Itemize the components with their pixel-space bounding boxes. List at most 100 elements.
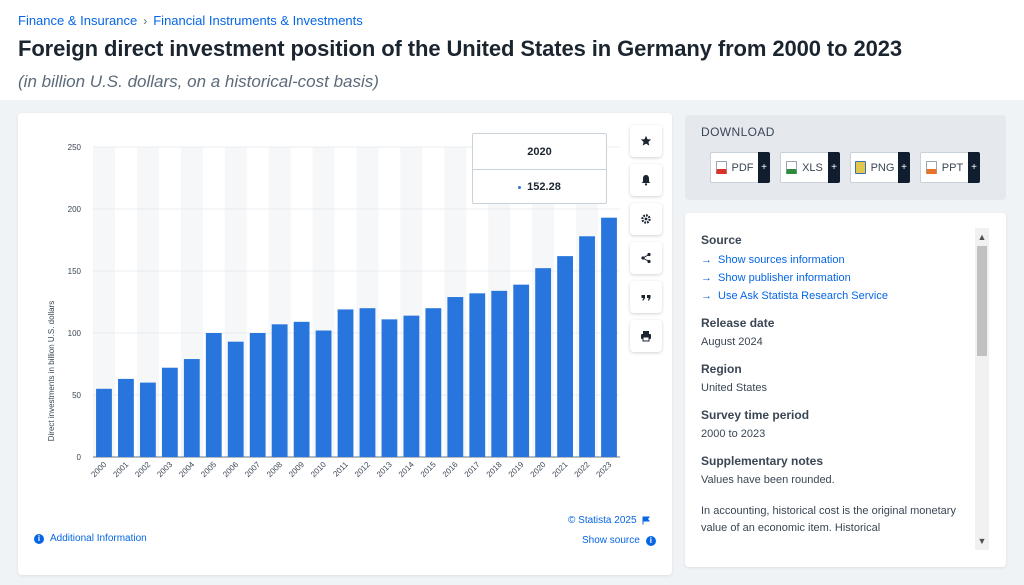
bar-2002[interactable]	[139, 382, 156, 457]
bar-2023[interactable]	[601, 217, 617, 457]
arrow-right-icon: →	[701, 290, 712, 302]
bar-2021[interactable]	[557, 256, 574, 457]
statista-credit-link[interactable]: © Statista 2025	[568, 515, 650, 526]
bar-2005[interactable]	[205, 333, 222, 457]
bar-2001[interactable]	[118, 378, 134, 457]
additional-information-link[interactable]: i Additional Information	[34, 533, 147, 544]
bar-2022[interactable]	[579, 236, 595, 457]
x-tick-label: 2016	[441, 460, 460, 479]
y-axis-label: Direct investments in billion U.S. dolla…	[47, 301, 56, 442]
xls-file-icon	[786, 161, 798, 174]
y-tick-label: 0	[77, 453, 82, 462]
release-section: Release date August 2024	[701, 316, 971, 351]
download-ppt-label: PPT	[941, 161, 964, 174]
info-scrollbar[interactable]: ▲ ▼	[975, 228, 989, 550]
download-xls-main: XLS	[780, 152, 828, 183]
chart-toolbar	[630, 125, 664, 359]
print-icon	[641, 331, 651, 342]
show-source-link[interactable]: Show source i	[582, 535, 656, 546]
release-value: August 2024	[701, 336, 763, 348]
bar-2016[interactable]	[447, 297, 464, 457]
page-title: Foreign direct investment position of th…	[18, 36, 903, 61]
tooltip-year: 2020	[473, 134, 606, 170]
bar-2011[interactable]	[337, 309, 354, 457]
download-pdf-label: PDF	[731, 161, 754, 174]
region-section: Region United States	[701, 362, 971, 397]
scroll-up-icon[interactable]: ▲	[977, 232, 987, 242]
bar-2017[interactable]	[469, 293, 486, 457]
background-band	[136, 147, 159, 457]
flag-icon	[642, 516, 650, 525]
bar-2004[interactable]	[183, 359, 200, 457]
x-tick-label: 2000	[89, 460, 108, 479]
x-tick-label: 2004	[177, 460, 196, 479]
bar-2003[interactable]	[161, 367, 178, 457]
y-tick-label: 150	[68, 267, 82, 276]
star-icon	[640, 135, 652, 146]
show-sources-link[interactable]: → Show sources information	[701, 251, 971, 269]
ppt-file-icon	[925, 161, 937, 174]
favorite-button[interactable]	[630, 125, 662, 157]
breadcrumb-finance-insurance[interactable]: Finance & Insurance	[18, 13, 138, 28]
research-service-label: Use Ask Statista Research Service	[718, 290, 888, 302]
x-tick-label: 2014	[397, 460, 416, 479]
survey-section: Survey time period 2000 to 2023	[701, 408, 971, 443]
settings-button[interactable]	[630, 203, 662, 235]
bar-2018[interactable]	[491, 290, 508, 457]
download-pdf-main: PDF	[710, 152, 758, 183]
plus-icon: +	[758, 152, 770, 183]
show-sources-label: Show sources information	[718, 254, 845, 266]
show-source-label: Show source	[582, 535, 640, 546]
tooltip-value: 152.28	[527, 181, 561, 193]
download-xls-button[interactable]: XLS +	[780, 152, 840, 183]
bar-2020[interactable]	[535, 268, 552, 457]
bar-2000[interactable]	[96, 388, 112, 457]
gear-icon	[641, 214, 651, 224]
notification-button[interactable]	[630, 164, 662, 196]
download-xls-label: XLS	[802, 161, 823, 174]
page-subtitle: (in billion U.S. dollars, on a historica…	[18, 72, 379, 91]
bar-2010[interactable]	[315, 330, 332, 457]
bar-2008[interactable]	[271, 324, 288, 457]
y-tick-label: 100	[68, 329, 82, 338]
x-tick-label: 2009	[287, 460, 306, 479]
print-button[interactable]	[630, 320, 662, 352]
bar-2007[interactable]	[249, 333, 266, 457]
notes-heading: Supplementary notes	[701, 454, 824, 468]
download-png-main: PNG	[850, 152, 898, 183]
bar-2014[interactable]	[403, 315, 420, 457]
share-button[interactable]	[630, 242, 662, 274]
notes-extra: In accounting, historical cost is the or…	[701, 505, 956, 534]
additional-information-label: Additional Information	[50, 533, 147, 544]
download-ppt-main: PPT	[920, 152, 968, 183]
x-tick-label: 2013	[375, 460, 394, 479]
bar-tooltip: 2020 152.28	[472, 133, 607, 204]
download-pdf-button[interactable]: PDF +	[710, 152, 770, 183]
x-tick-label: 2007	[243, 460, 262, 479]
bar-2019[interactable]	[513, 284, 530, 457]
bar-chart: 0 50 100 150 200 250 2000 2001 2002 2003 2004 2005…	[47, 143, 620, 479]
y-tick-label: 50	[72, 391, 81, 400]
scrollbar-thumb[interactable]	[977, 246, 987, 356]
region-value: United States	[701, 382, 768, 394]
plus-icon: +	[968, 152, 980, 183]
y-tick-label: 250	[68, 143, 82, 152]
bar-2013[interactable]	[381, 319, 398, 457]
breadcrumb-financial-instruments[interactable]: Financial Instruments & Investments	[153, 13, 363, 28]
cite-button[interactable]	[630, 281, 662, 313]
plus-icon: +	[828, 152, 840, 183]
notes-value: Values have been rounded.	[701, 474, 835, 486]
info-icon: i	[34, 533, 44, 544]
bar-2012[interactable]	[359, 308, 376, 457]
bar-2006[interactable]	[227, 341, 244, 457]
x-tick-label: 2017	[463, 460, 482, 479]
bar-2015[interactable]	[425, 308, 442, 457]
download-png-label: PNG	[870, 161, 895, 174]
download-png-button[interactable]: PNG +	[850, 152, 910, 183]
show-publisher-link[interactable]: → Show publisher information	[701, 269, 971, 287]
source-info-panel: Source → Show sources information → Show…	[685, 213, 1006, 567]
download-ppt-button[interactable]: PPT +	[920, 152, 980, 183]
research-service-link[interactable]: → Use Ask Statista Research Service	[701, 287, 971, 305]
bar-2009[interactable]	[293, 321, 310, 457]
scroll-down-icon[interactable]: ▼	[977, 536, 987, 546]
